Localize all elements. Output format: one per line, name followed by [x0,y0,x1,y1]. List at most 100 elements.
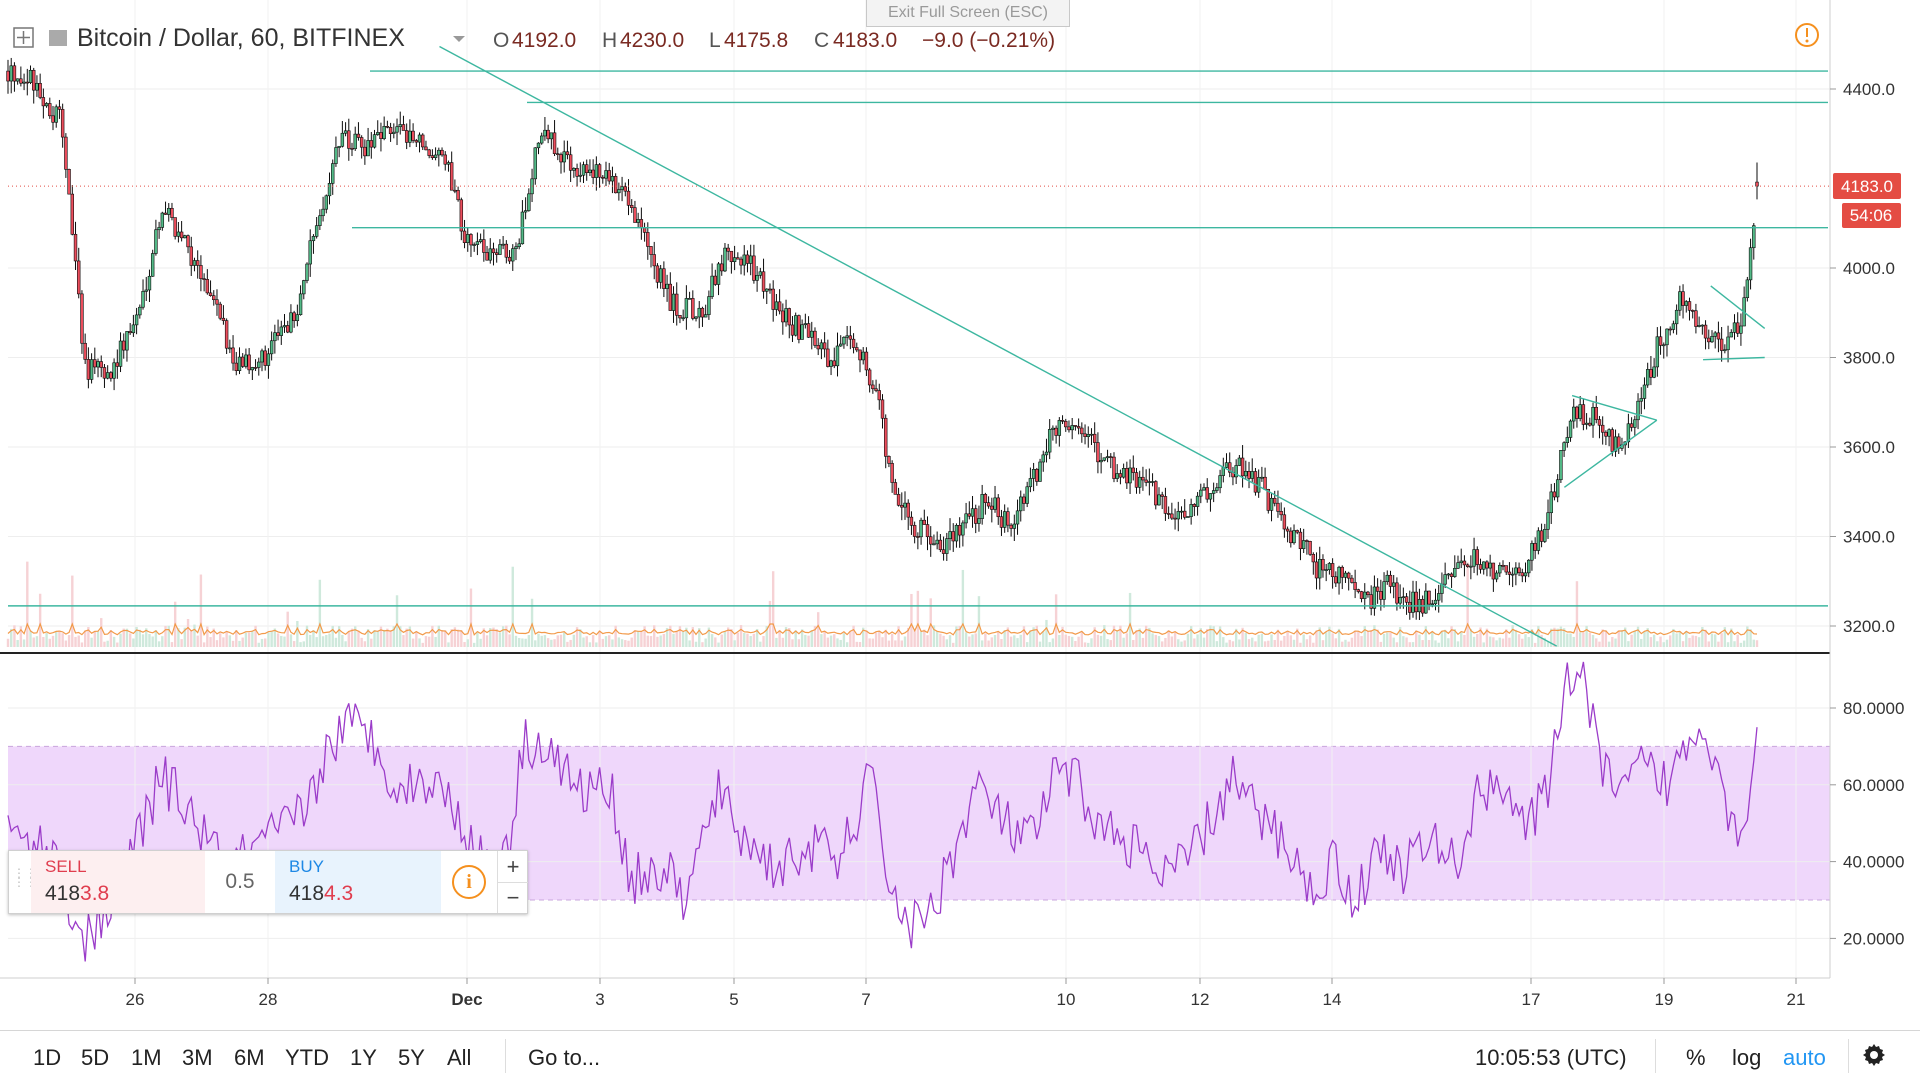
ohlc-o-value: 4192.0 [512,29,576,52]
exit-fullscreen-banner[interactable]: Exit Full Screen (ESC) [866,0,1070,27]
auto-toggle[interactable]: auto [1783,1045,1826,1070]
symbol-title: Bitcoin / Dollar, 60, BITFINEX [77,24,405,52]
volume-bar [32,637,35,647]
volume-bar [791,639,794,647]
candle-down [1404,596,1409,603]
candle-down [430,155,435,158]
candle-up [321,208,325,217]
volume-bar [392,626,396,647]
candle-up [118,340,123,367]
candle-down [613,176,618,194]
info-icon[interactable]: i [452,865,486,899]
range-button-all[interactable]: All [447,1045,472,1070]
volume-bar [720,634,723,647]
volume-bar [1517,634,1521,647]
range-button-3m[interactable]: 3M [182,1045,213,1070]
range-button-5d[interactable]: 5D [81,1045,110,1070]
volume-bar [1421,640,1424,647]
range-button-5y[interactable]: 5Y [398,1045,425,1070]
candle-up [1324,569,1328,571]
rsi-axis[interactable]: 80.0000 60.0000 40.0000 20.0000 [1830,699,1904,948]
candle-down [990,505,994,510]
quantity-increase-button[interactable]: + [497,851,528,883]
volume-bar [923,629,926,647]
alert-icon[interactable] [1795,23,1819,47]
volume-bar [987,640,990,647]
volume-bar [1070,636,1074,647]
clock-label[interactable]: 10:05:53 (UTC) [1475,1045,1627,1070]
volume-bar [1578,632,1582,647]
candle-down [1160,494,1164,497]
volume-bar [55,631,58,647]
candle-down [642,227,647,233]
candle-down [1350,577,1354,583]
volume-bar [952,642,955,647]
volume-bar [1279,640,1283,647]
gear-icon[interactable] [1862,1043,1886,1067]
range-button-6m[interactable]: 6M [234,1045,265,1070]
candle-up [343,130,348,134]
candle-up [150,253,155,277]
volume-bar [1112,625,1116,647]
price-axis[interactable]: 4400.0 4000.0 3800.0 3600.0 3400.0 3200.0 [1830,80,1895,636]
percent-toggle[interactable]: % [1686,1045,1706,1070]
volume-bar [93,631,97,647]
candle-up [302,280,306,295]
candle-up [337,145,341,148]
buy-label: BUY [289,857,324,876]
range-button-1y[interactable]: 1Y [350,1045,377,1070]
range-button-ytd[interactable]: YTD [285,1045,329,1070]
volume-bar [1450,626,1453,647]
candle-up [154,229,158,254]
volume-bar [1440,631,1444,647]
candle-down [909,516,914,526]
candle-up [511,248,515,262]
rsi-tick-label: 40.0000 [1843,853,1904,872]
log-toggle[interactable]: log [1732,1045,1762,1070]
candle-down [639,219,644,229]
volume-bar [45,633,48,647]
volume-bar [312,630,315,647]
volume-bar [1466,562,1469,647]
volume-bar [1038,641,1042,647]
time-axis[interactable]: 26 28 Dec 3 5 7 10 12 14 17 19 21 [126,978,1806,1009]
volume-bar [1736,634,1739,647]
volume-bar [527,635,531,647]
range-button-1d[interactable]: 1D [33,1045,62,1070]
candle-down [867,369,872,386]
volume-bar [1437,642,1440,647]
volume-bar [1623,627,1627,647]
candle-up [732,257,737,263]
candle-up [1684,301,1688,306]
candle-down [790,324,795,336]
candle-up [1745,279,1750,299]
buy-button[interactable]: BUY 4184.3 [275,851,441,913]
candle-up [1237,457,1242,466]
candle-up [353,133,357,150]
drag-handle[interactable]: ⋮⋮ ⋮⋮ [13,866,37,889]
candle-up [636,219,640,223]
candle-up [1568,420,1573,438]
candle-down [1462,560,1467,566]
volume-bar [22,639,26,647]
candle-up [1662,344,1666,347]
candle-down [1192,504,1197,507]
candle-up [1732,322,1737,333]
candle-up [1642,384,1647,399]
volume-bar [1363,625,1366,647]
candle-up [1150,481,1155,483]
candle-down [938,539,943,551]
volume-bar [1685,631,1688,647]
volume-bar [1678,631,1682,647]
volume-bar [399,626,402,647]
sell-button[interactable]: SELL 4183.8 [31,851,205,913]
quantity-decrease-button[interactable]: − [497,882,528,913]
volume-bar [341,634,344,647]
volume-bar [1614,638,1617,647]
candle-down [851,338,856,348]
volume-bar [96,630,100,647]
goto-button[interactable]: Go to... [528,1045,601,1070]
range-button-1m[interactable]: 1M [131,1045,162,1070]
symbol-legend[interactable]: Bitcoin / Dollar, 60, BITFINEX O 4192.0 … [13,24,1055,52]
candle-up [578,174,582,177]
